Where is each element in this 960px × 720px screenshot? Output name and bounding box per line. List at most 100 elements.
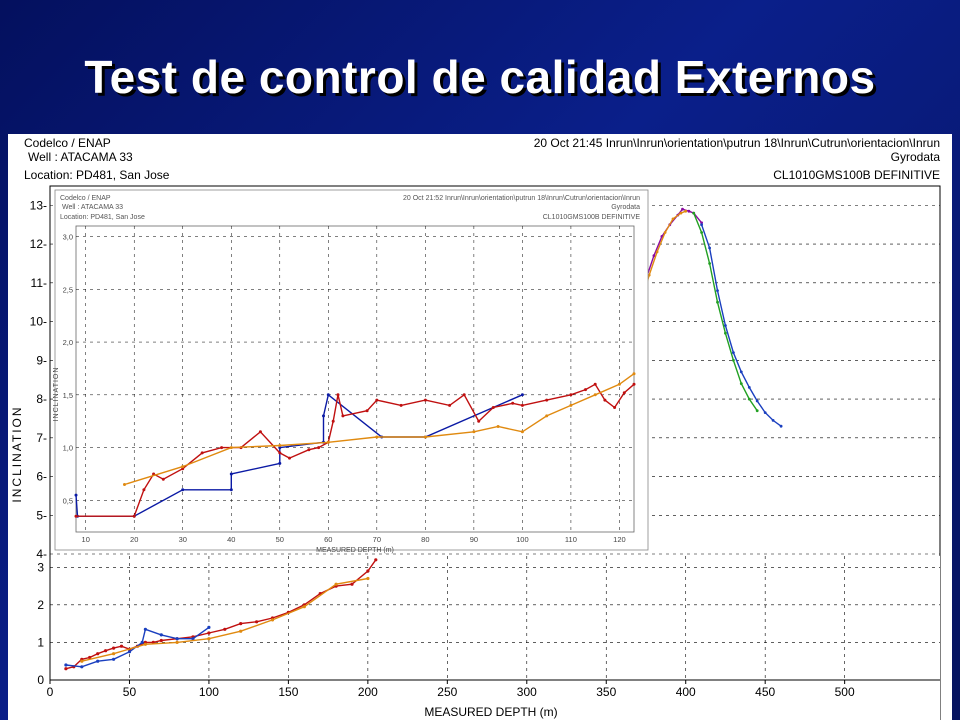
inset-series-0-point [181,488,185,492]
main-series-0-point [681,207,684,211]
main-header-location: Location: PD481, San Jose [24,168,170,182]
inset-y-tick-label: 2,5 [63,285,73,294]
main-series-3-point [679,211,683,215]
inset-x-tick-label: 60 [324,535,332,544]
main-y-tick-label: 11- [31,276,47,290]
inset-header-run: 20 Oct 21:52 Inrun\Inrun\orientation\put… [403,195,640,202]
inset-series-2-point [632,372,636,376]
inset-series-1-point [511,401,515,405]
inset-series-1-point [462,393,466,397]
inset-x-axis-label: MEASURED DEPTH (m) [316,547,394,554]
bottom-series-0-point [366,569,370,573]
inset-series-2-point [229,446,233,450]
bottom-series-2-point [334,582,338,586]
inset-series-1-point [399,403,403,407]
inset-x-tick-label: 100 [516,535,529,544]
main-series-1-point [755,399,759,403]
inset-series-1-point [258,430,262,434]
slide-title: Test de control de calidad Externos [84,51,876,103]
bottom-series-1-point [207,625,211,629]
main-series-2-point [716,300,719,304]
inset-series-1-point [200,451,204,455]
inset-series-1-point [74,514,78,518]
inset-x-tick-label: 70 [373,535,381,544]
bottom-series-1-point [80,665,84,669]
inset-series-1-point [584,388,587,392]
bottom-series-0-point [350,582,354,586]
inset-plot-frame [75,225,635,533]
inset-x-tick-label: 10 [82,535,90,544]
inset-series-1-point [613,406,617,409]
inset-y-tick-label: 2,0 [63,338,73,347]
inset-x-tick-label: 20 [130,535,138,544]
main-y-tick-label: 8- [36,392,47,406]
bottom-series-1-point [96,659,100,663]
main-y-tick-label: 13- [30,198,47,212]
inset-series-1-point [317,446,321,450]
inset-x-tick-label: 30 [179,535,187,544]
bottom-series-0-point [223,627,227,631]
inset-series-1-point [622,391,626,395]
inset-series-1-point [331,419,335,423]
inset-series-2-point [375,435,379,439]
inset-header-well: Well : ATACAMA 33 [62,204,123,211]
inset-series-1-point [593,382,597,386]
inset-series-0-point [278,446,282,450]
inset-series-0-point [326,393,330,397]
inset-series-0-point [520,393,524,397]
main-header-client: Codelco / ENAP [24,136,111,150]
inset-header-tool: CL1010GMS100B DEFINITIVE [543,214,641,221]
bottom-series-0-point [119,644,124,648]
main-series-2-point [732,358,735,362]
bottom-series-2-point [302,605,306,609]
inset-series-2-point [617,382,621,386]
chart-canvas: Codelco / ENAP Well : ATACAMA 33 Locatio… [10,136,941,720]
bottom-series-2-point [239,629,243,633]
inset-series-2-point [593,393,597,397]
bottom-series-0-point [255,620,259,624]
inset-series-1-point [142,488,146,492]
bottom-series-1-point [191,637,195,641]
inset-series-1-point [181,467,185,471]
inset-y-tick-label: 1,0 [63,444,73,453]
inset-series-1-point [336,393,340,397]
main-series-2-point [739,382,743,385]
main-series-2-point [700,231,703,234]
inset-x-tick-label: 90 [470,535,478,544]
bottom-x-axis-label: MEASURED DEPTH (m) [424,705,557,719]
bottom-series-0-point [88,655,92,660]
main-y-tick-label: 5- [36,508,47,522]
inset-series-2-point [278,444,282,447]
inset-series-2-point [496,425,500,428]
bottom-y-tick-label: 2 [37,598,44,612]
bottom-x-tick-label: 150 [278,685,298,699]
inset-series-2-point [181,465,185,469]
inset-series-1-point [278,451,282,455]
bottom-x-tick-label: 200 [358,685,378,699]
main-series-2-point [755,409,759,413]
bottom-y-tick-label: 0 [37,673,44,687]
bottom-series-0-point [159,638,163,643]
main-series-1-point [708,246,711,250]
main-y-tick-label: 4- [36,547,47,561]
bottom-series-1-point [112,657,116,661]
main-y-axis-label: INCLINATION [10,405,24,502]
main-series-3-point [671,217,675,221]
inset-series-2-point [123,483,126,486]
chart-panel: Codelco / ENAP Well : ATACAMA 33 Locatio… [8,134,952,720]
bottom-x-tick-label: 50 [123,685,137,699]
main-series-1-point [771,419,775,422]
inset-series-1-point [307,448,311,452]
inset-chart: Codelco / ENAP Well : ATACAMA 33 Locatio… [53,189,649,554]
main-plot-frame [49,185,941,720]
main-header-tool: CL1010GMS100B DEFINITIVE [773,168,940,182]
inset-series-1-point [520,403,524,407]
bottom-grid [49,556,940,681]
inset-series-1-point [341,414,345,418]
bottom-series-0-point [207,631,211,635]
main-series-1-point [779,424,783,428]
inset-series-0-point [278,461,282,465]
main-series-2-point [708,262,711,265]
bottom-x-tick-label: 500 [835,685,855,699]
main-header-well: Well : ATACAMA 33 [28,150,133,164]
